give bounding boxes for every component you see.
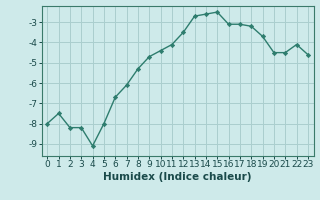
X-axis label: Humidex (Indice chaleur): Humidex (Indice chaleur) (103, 172, 252, 182)
